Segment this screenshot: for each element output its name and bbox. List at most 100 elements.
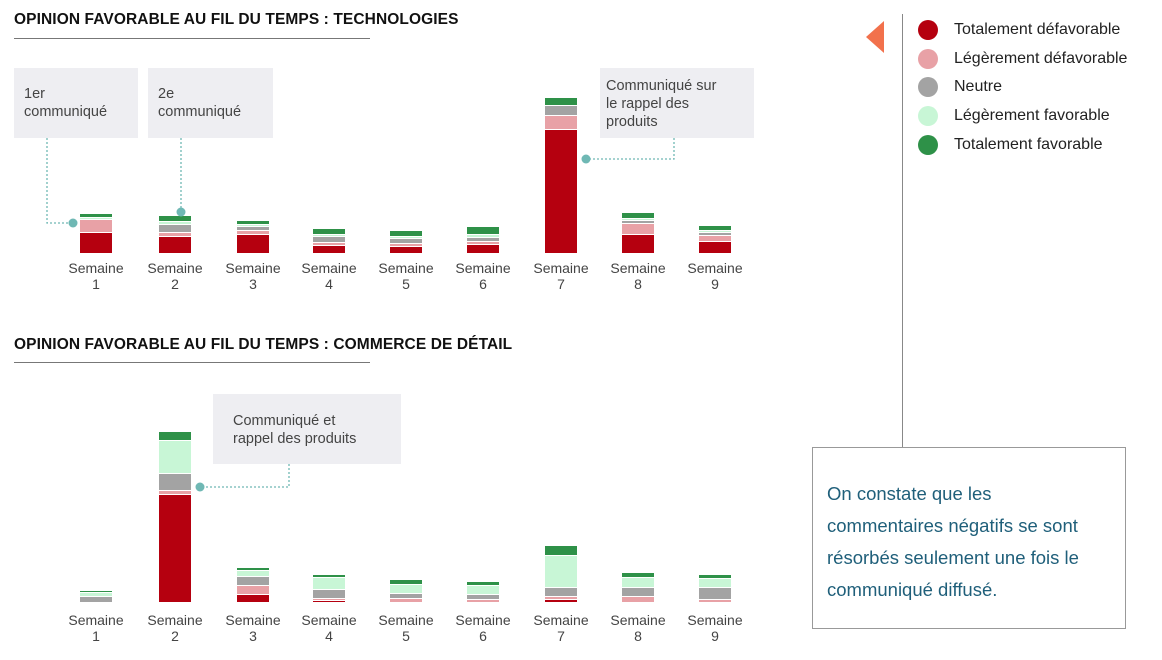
x-tick-label: 7 <box>557 628 565 644</box>
bar-segment <box>467 238 499 241</box>
title-underline <box>14 362 370 363</box>
x-tick-label: 8 <box>634 276 642 292</box>
callout-line: communiqué <box>24 104 108 120</box>
x-tick-label: 5 <box>402 276 410 292</box>
bar-segment <box>80 214 112 217</box>
bar-segment <box>159 495 191 602</box>
bar-segment <box>313 243 345 245</box>
callout-1er-communique: 1er communiqué <box>14 68 138 138</box>
x-tick-label: Semaine <box>687 260 742 276</box>
bar-segment <box>390 237 422 238</box>
x-tick-label: Semaine <box>225 260 280 276</box>
bar-segment <box>159 237 191 253</box>
callout-line: communiqué <box>158 104 242 120</box>
chart-title-technologies: OPINION FAVORABLE AU FIL DU TEMPS : TECH… <box>14 11 459 28</box>
x-tick-label: Semaine <box>301 612 356 628</box>
bar-segment <box>237 225 269 226</box>
callout-leader-line <box>586 138 675 160</box>
bar-segment <box>622 219 654 220</box>
bar-segment <box>467 242 499 244</box>
bar-segment <box>622 578 654 587</box>
bar-segment <box>467 227 499 234</box>
callout-line: 2e <box>158 86 175 102</box>
legend: Totalement défavorable Légèrement défavo… <box>918 16 1127 159</box>
x-tick-label: Semaine <box>533 260 588 276</box>
bar-segment <box>313 578 345 589</box>
legend-dot <box>918 48 938 69</box>
bar-segment <box>390 594 422 598</box>
bar-segment <box>80 591 112 592</box>
bar-segment <box>313 246 345 253</box>
legend-label: Légèrement défavorable <box>954 49 1128 67</box>
bar-segment <box>622 221 654 223</box>
bar-segment <box>467 600 499 602</box>
bar-segment <box>467 595 499 599</box>
bar-segment <box>80 220 112 232</box>
bar-segment <box>545 98 577 105</box>
bar-segment <box>390 239 422 243</box>
bar-segment <box>159 491 191 494</box>
bar-segment <box>313 575 345 577</box>
x-tick-label: Semaine <box>378 612 433 628</box>
callout-marker-dot <box>581 154 591 164</box>
x-tick-label: 8 <box>634 628 642 644</box>
chart-technologies: Semaine1Semaine2Semaine3Semaine4Semaine5… <box>46 98 743 292</box>
x-tick-label: 1 <box>92 276 100 292</box>
bar-segment <box>237 595 269 602</box>
bar-segment <box>545 130 577 253</box>
bar-segment <box>80 593 112 596</box>
x-tick-label: 2 <box>171 628 179 644</box>
x-tick-label: 3 <box>249 628 257 644</box>
callout-line: 1er <box>24 86 45 102</box>
bar-segment <box>545 588 577 596</box>
legend-item: Légèrement favorable <box>918 102 1127 131</box>
chart-commerce-de-detail: Semaine1Semaine2Semaine3Semaine4Semaine5… <box>68 432 743 644</box>
x-tick-label: Semaine <box>225 612 280 628</box>
legend-dot <box>918 20 938 41</box>
bar-segment <box>545 546 577 555</box>
bar-segment <box>313 599 345 600</box>
bar-segment <box>699 231 731 232</box>
x-tick-label: 9 <box>711 628 719 644</box>
bar-segment <box>80 218 112 219</box>
legend-item: Légèrement défavorable <box>918 45 1127 74</box>
x-tick-label: Semaine <box>301 260 356 276</box>
bar-segment <box>699 233 731 235</box>
x-tick-label: 6 <box>479 276 487 292</box>
bar-segment <box>159 441 191 473</box>
bar-segment <box>622 588 654 596</box>
x-tick-label: 6 <box>479 628 487 644</box>
x-tick-label: Semaine <box>533 612 588 628</box>
x-tick-label: 4 <box>325 628 333 644</box>
bar-segment <box>237 568 269 570</box>
bar-segment <box>467 586 499 594</box>
legend-item: Neutre <box>918 73 1127 102</box>
bar-segment <box>622 573 654 577</box>
bar-segment <box>622 235 654 253</box>
bar-segment <box>390 599 422 602</box>
orange-arrow-marker <box>866 21 884 53</box>
bar-segment <box>699 588 731 599</box>
bar-segment <box>237 221 269 224</box>
callout-leader-line <box>46 138 73 224</box>
bar-segment <box>80 233 112 253</box>
bar-segment <box>622 597 654 602</box>
legend-item: Totalement défavorable <box>918 16 1127 45</box>
legend-dot <box>918 106 938 127</box>
bar-segment <box>699 236 731 241</box>
title-underline <box>14 38 370 39</box>
bar-segment <box>237 571 269 576</box>
bar-segment <box>80 597 112 602</box>
bar-segment <box>313 590 345 598</box>
bar-segment <box>313 229 345 234</box>
legend-dot <box>918 134 938 155</box>
x-tick-label: 3 <box>249 276 257 292</box>
bar-segment <box>159 225 191 232</box>
chart-title-commerce: OPINION FAVORABLE AU FIL DU TEMPS : COMM… <box>14 336 513 353</box>
x-tick-label: Semaine <box>455 260 510 276</box>
bar-segment <box>622 224 654 234</box>
legend-label: Totalement défavorable <box>954 21 1121 39</box>
bar-segment <box>390 231 422 236</box>
bar-segment <box>622 213 654 218</box>
x-tick-label: Semaine <box>610 260 665 276</box>
